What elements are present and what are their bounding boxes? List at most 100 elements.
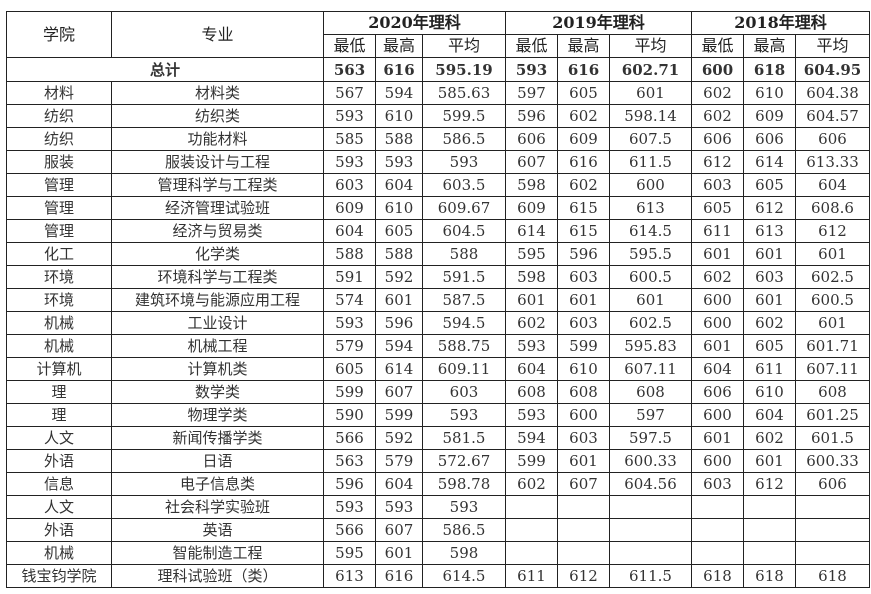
- score-cell: 567: [323, 81, 376, 105]
- score-cell: 606: [691, 127, 744, 151]
- score-cell: 603: [422, 380, 506, 404]
- score-cell: 611: [743, 357, 796, 381]
- score-cell: 598: [505, 173, 558, 197]
- score-cell: 613: [323, 564, 376, 588]
- table-row: 人文 新闻传播学类 566 592 581.5 594 603 597.5 601 602 601.…: [6, 426, 870, 450]
- score-cell: [691, 518, 744, 542]
- college-cell: 外语: [6, 449, 112, 473]
- score-cell: 600.33: [795, 449, 870, 473]
- table-row: 管理 管理科学与工程类 603 604 603.5 598 602 600 603 605 604: [6, 173, 870, 197]
- score-cell: 600: [691, 311, 744, 335]
- subheader-max: 最高: [743, 34, 796, 58]
- score-cell: 614: [505, 219, 558, 243]
- major-cell: 经济管理试验班: [111, 196, 324, 220]
- score-cell: 593: [375, 150, 423, 174]
- score-cell: 600: [609, 173, 692, 197]
- score-cell: 615: [557, 196, 610, 220]
- table-row: 机械 机械工程 579 594 588.75 593 599 595.83 601 605 601.…: [6, 334, 870, 358]
- table-row: 纺织 功能材料 585 588 586.5 606 609 607.5 606 606 606: [6, 127, 870, 151]
- score-cell: 614.5: [422, 564, 506, 588]
- score-cell: 605: [375, 219, 423, 243]
- major-cell: 化学类: [111, 242, 324, 266]
- score-cell: 595: [323, 541, 376, 565]
- score-cell: [557, 518, 610, 542]
- score-cell: 596: [375, 311, 423, 335]
- header-major: 专业: [111, 11, 324, 58]
- total-cell: 604.95: [795, 57, 870, 82]
- score-cell: 602: [691, 81, 744, 105]
- score-cell: 602.5: [795, 265, 870, 289]
- score-cell: 604: [795, 173, 870, 197]
- score-cell: 599: [557, 334, 610, 358]
- table-row: 机械 工业设计 593 596 594.5 602 603 602.5 600 602 601: [6, 311, 870, 335]
- score-cell: 611.5: [609, 150, 692, 174]
- score-cell: 603: [323, 173, 376, 197]
- score-cell: 603: [691, 173, 744, 197]
- score-cell: 612: [557, 564, 610, 588]
- score-cell: 612: [743, 472, 796, 496]
- score-cell: [795, 518, 870, 542]
- score-cell: 615: [557, 219, 610, 243]
- score-cell: 604: [505, 357, 558, 381]
- score-cell: 616: [557, 150, 610, 174]
- college-cell: 计算机: [6, 357, 112, 381]
- score-cell: 610: [743, 81, 796, 105]
- total-label: 总计: [6, 57, 324, 82]
- score-cell: 603: [691, 472, 744, 496]
- score-cell: 601: [743, 242, 796, 266]
- score-cell: 601: [691, 242, 744, 266]
- score-cell: 597.5: [609, 426, 692, 450]
- score-cell: 601: [743, 288, 796, 312]
- score-cell: 600: [691, 288, 744, 312]
- score-cell: 605: [743, 173, 796, 197]
- score-cell: 608: [505, 380, 558, 404]
- score-cell: 595: [505, 242, 558, 266]
- college-cell: 环境: [6, 288, 112, 312]
- score-cell: 611.5: [609, 564, 692, 588]
- score-cell: 596: [505, 104, 558, 128]
- score-cell: 602.5: [609, 311, 692, 335]
- table-row: 钱宝钧学院 理科试验班（类） 613 616 614.5 611 612 611.5 618 61…: [6, 564, 870, 588]
- score-cell: 618: [795, 564, 870, 588]
- score-cell: [743, 541, 796, 565]
- score-cell: 604: [691, 357, 744, 381]
- table-row: 外语 英语 566 607 586.5: [6, 518, 870, 542]
- major-cell: 智能制造工程: [111, 541, 324, 565]
- score-cell: 593: [422, 403, 506, 427]
- college-cell: 人文: [6, 495, 112, 519]
- score-cell: 606: [691, 380, 744, 404]
- table-row: 外语 日语 563 579 572.67 599 601 600.33 600 601 600.33: [6, 449, 870, 473]
- score-cell: 600: [557, 403, 610, 427]
- score-cell: 605: [323, 357, 376, 381]
- score-cell: 593: [422, 150, 506, 174]
- score-cell: 613.33: [795, 150, 870, 174]
- score-cell: 594: [375, 81, 423, 105]
- score-cell: 593: [323, 495, 376, 519]
- major-cell: 理科试验班（类）: [111, 564, 324, 588]
- score-cell: 579: [323, 334, 376, 358]
- college-cell: 管理: [6, 219, 112, 243]
- table-row: 纺织 纺织类 593 610 599.5 596 602 598.14 602 609 604.57: [6, 104, 870, 128]
- score-cell: 604: [375, 472, 423, 496]
- score-cell: 593: [505, 334, 558, 358]
- score-cell: 601: [691, 334, 744, 358]
- score-cell: 598: [422, 541, 506, 565]
- score-cell: 603: [743, 265, 796, 289]
- score-cell: [691, 541, 744, 565]
- score-cell: 607: [557, 472, 610, 496]
- score-cell: 607: [375, 518, 423, 542]
- score-cell: 604.5: [422, 219, 506, 243]
- total-cell: 593: [505, 57, 558, 82]
- score-cell: 597: [609, 403, 692, 427]
- college-cell: 纺织: [6, 127, 112, 151]
- score-cell: 586.5: [422, 127, 506, 151]
- score-cell: 612: [691, 150, 744, 174]
- college-cell: 管理: [6, 173, 112, 197]
- score-cell: 608: [557, 380, 610, 404]
- major-cell: 社会科学实验班: [111, 495, 324, 519]
- major-cell: 环境科学与工程类: [111, 265, 324, 289]
- score-cell: 581.5: [422, 426, 506, 450]
- score-cell: 602: [691, 265, 744, 289]
- score-cell: 614.5: [609, 219, 692, 243]
- score-cell: 593: [375, 495, 423, 519]
